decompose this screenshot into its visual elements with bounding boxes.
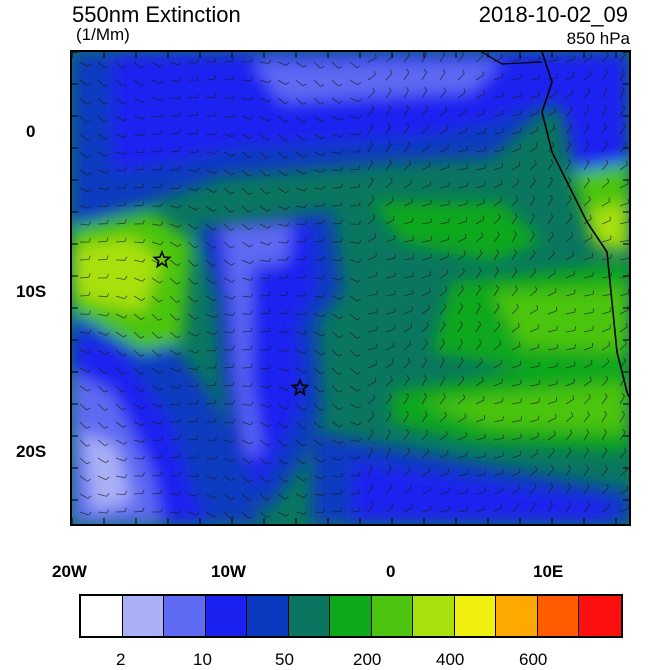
- lat-label-10s: 10S: [16, 282, 46, 302]
- lon-label-10w: 10W: [211, 562, 246, 582]
- colorbar-swatch: [455, 596, 497, 636]
- extinction-map: [70, 50, 631, 526]
- wind-barb: [260, 278, 269, 279]
- colorbar-swatch: [579, 596, 621, 636]
- wind-barb-flag: [466, 108, 467, 112]
- color-bar: [79, 594, 623, 638]
- wind-barb: [296, 224, 305, 225]
- wind-barb-flag: [503, 146, 504, 150]
- map-title: 550nm Extinction: [72, 4, 241, 26]
- colorbar-swatch: [413, 596, 455, 636]
- colorbar-label: 50: [275, 650, 294, 670]
- colorbar-swatch: [164, 596, 206, 636]
- datetime-label: 2018-10-02_09: [479, 4, 628, 26]
- colorbar-swatch: [81, 596, 123, 636]
- wind-barb: [152, 188, 161, 189]
- colorbar-label: 200: [353, 650, 381, 670]
- lon-label-0: 0: [386, 562, 395, 582]
- wind-barb: [188, 386, 197, 387]
- colorbar-swatch: [538, 596, 580, 636]
- colorbar-label: 2: [116, 650, 125, 670]
- wind-barb-flag: [539, 92, 540, 96]
- wind-barb-flag: [431, 254, 432, 258]
- wind-barb: [116, 494, 125, 495]
- colorbar-swatch: [289, 596, 331, 636]
- colorbar-swatch: [330, 596, 372, 636]
- map-canvas: [72, 52, 629, 524]
- wind-barb-flag: [467, 200, 468, 204]
- wind-barb: [188, 134, 197, 135]
- wind-barb: [224, 80, 233, 81]
- colorbar-swatch: [496, 596, 538, 636]
- wind-barb-flag: [430, 162, 431, 166]
- colorbar-swatch: [206, 596, 248, 636]
- colorbar-label: 10: [193, 650, 212, 670]
- wind-barb: [350, 458, 359, 459]
- lon-label-10e: 10E: [533, 562, 563, 582]
- colorbar-label: 400: [436, 650, 464, 670]
- colorbar-swatch: [372, 596, 414, 636]
- wind-barb: [332, 170, 341, 171]
- lat-label-0: 0: [26, 122, 35, 142]
- colorbar-label: 600: [519, 650, 547, 670]
- wind-barb-flag: [502, 54, 503, 58]
- wind-barb: [224, 332, 233, 333]
- colorbar-swatch: [247, 596, 289, 636]
- wind-barb: [314, 512, 323, 513]
- pressure-level-label: 850 hPa: [567, 30, 630, 47]
- colorbar-swatch: [123, 596, 165, 636]
- wind-barb: [152, 440, 161, 441]
- lon-label-20w: 20W: [52, 562, 87, 582]
- wind-barb: [80, 296, 89, 297]
- wind-barb-flag: [394, 216, 395, 220]
- lat-label-20s: 20S: [16, 442, 46, 462]
- wind-barb-flag: [395, 308, 396, 312]
- wind-barb: [116, 242, 125, 243]
- units-label: (1/Mm): [76, 26, 130, 43]
